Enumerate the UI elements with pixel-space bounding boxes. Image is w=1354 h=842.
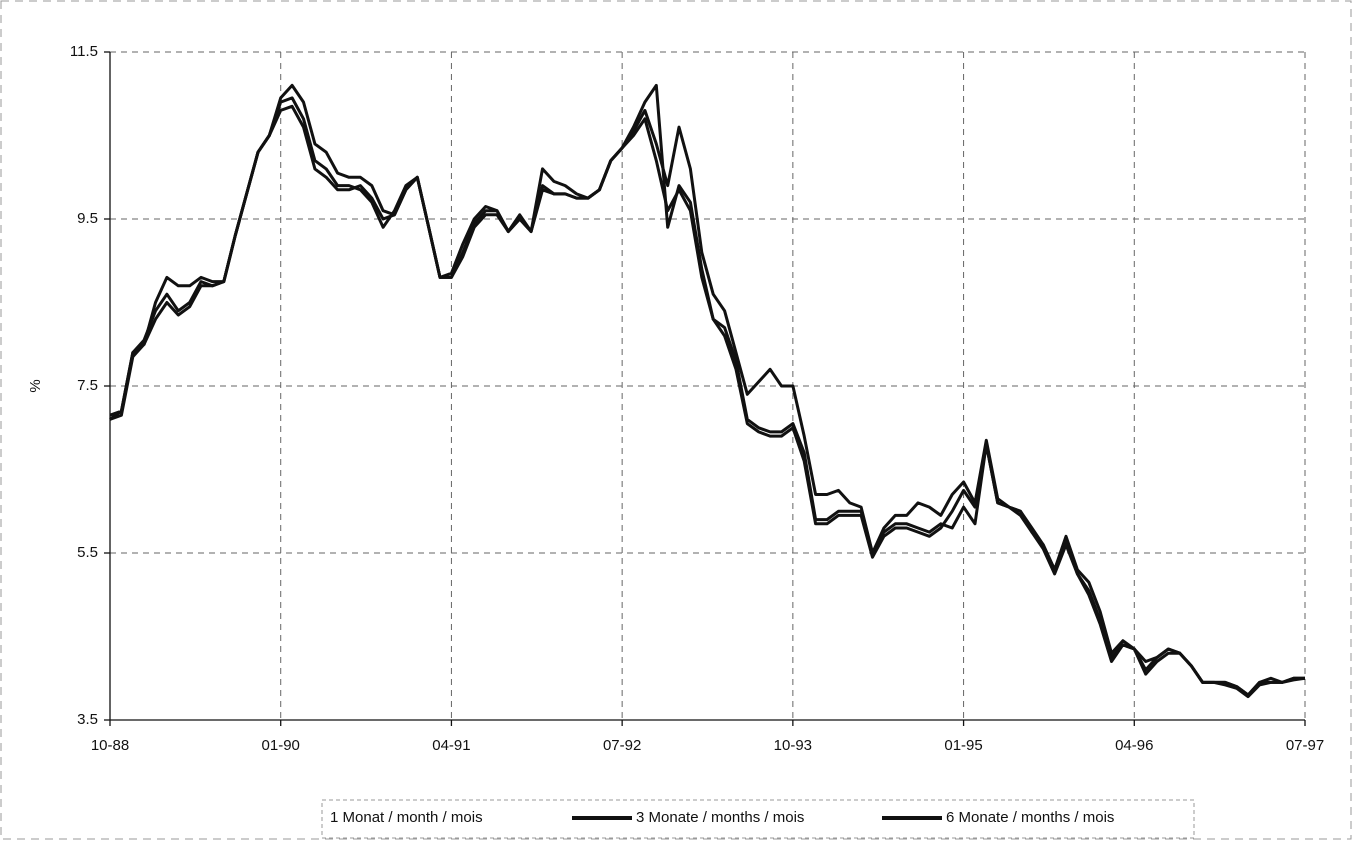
series-line	[109, 83, 1305, 697]
legend-box	[321, 799, 1195, 839]
legend-label: 6 Monate / months / mois	[946, 809, 1114, 826]
y-tick-label: 11.5	[70, 43, 98, 60]
y-axis-label: %	[27, 379, 44, 392]
x-tick-label: 04-96	[1115, 737, 1153, 754]
y-tick-label: 9.5	[77, 210, 98, 227]
series-line	[109, 96, 1305, 697]
y-tick-label: 5.5	[77, 544, 98, 561]
legend-label: 1 Monat / month / mois	[330, 809, 483, 826]
x-tick-label: 01-90	[262, 737, 300, 754]
x-tick-label: 04-91	[432, 737, 470, 754]
x-tick-label: 10-93	[774, 737, 812, 754]
x-tick-label: 01-95	[944, 737, 982, 754]
x-tick-label: 07-92	[603, 737, 641, 754]
y-tick-label: 3.5	[77, 711, 98, 728]
series-line	[109, 104, 1306, 699]
x-tick-label: 07-97	[1286, 737, 1324, 754]
legend-label: 3 Monate / months / mois	[636, 809, 804, 826]
x-tick-label: 10-88	[91, 737, 129, 754]
y-tick-label: 7.5	[77, 377, 98, 394]
